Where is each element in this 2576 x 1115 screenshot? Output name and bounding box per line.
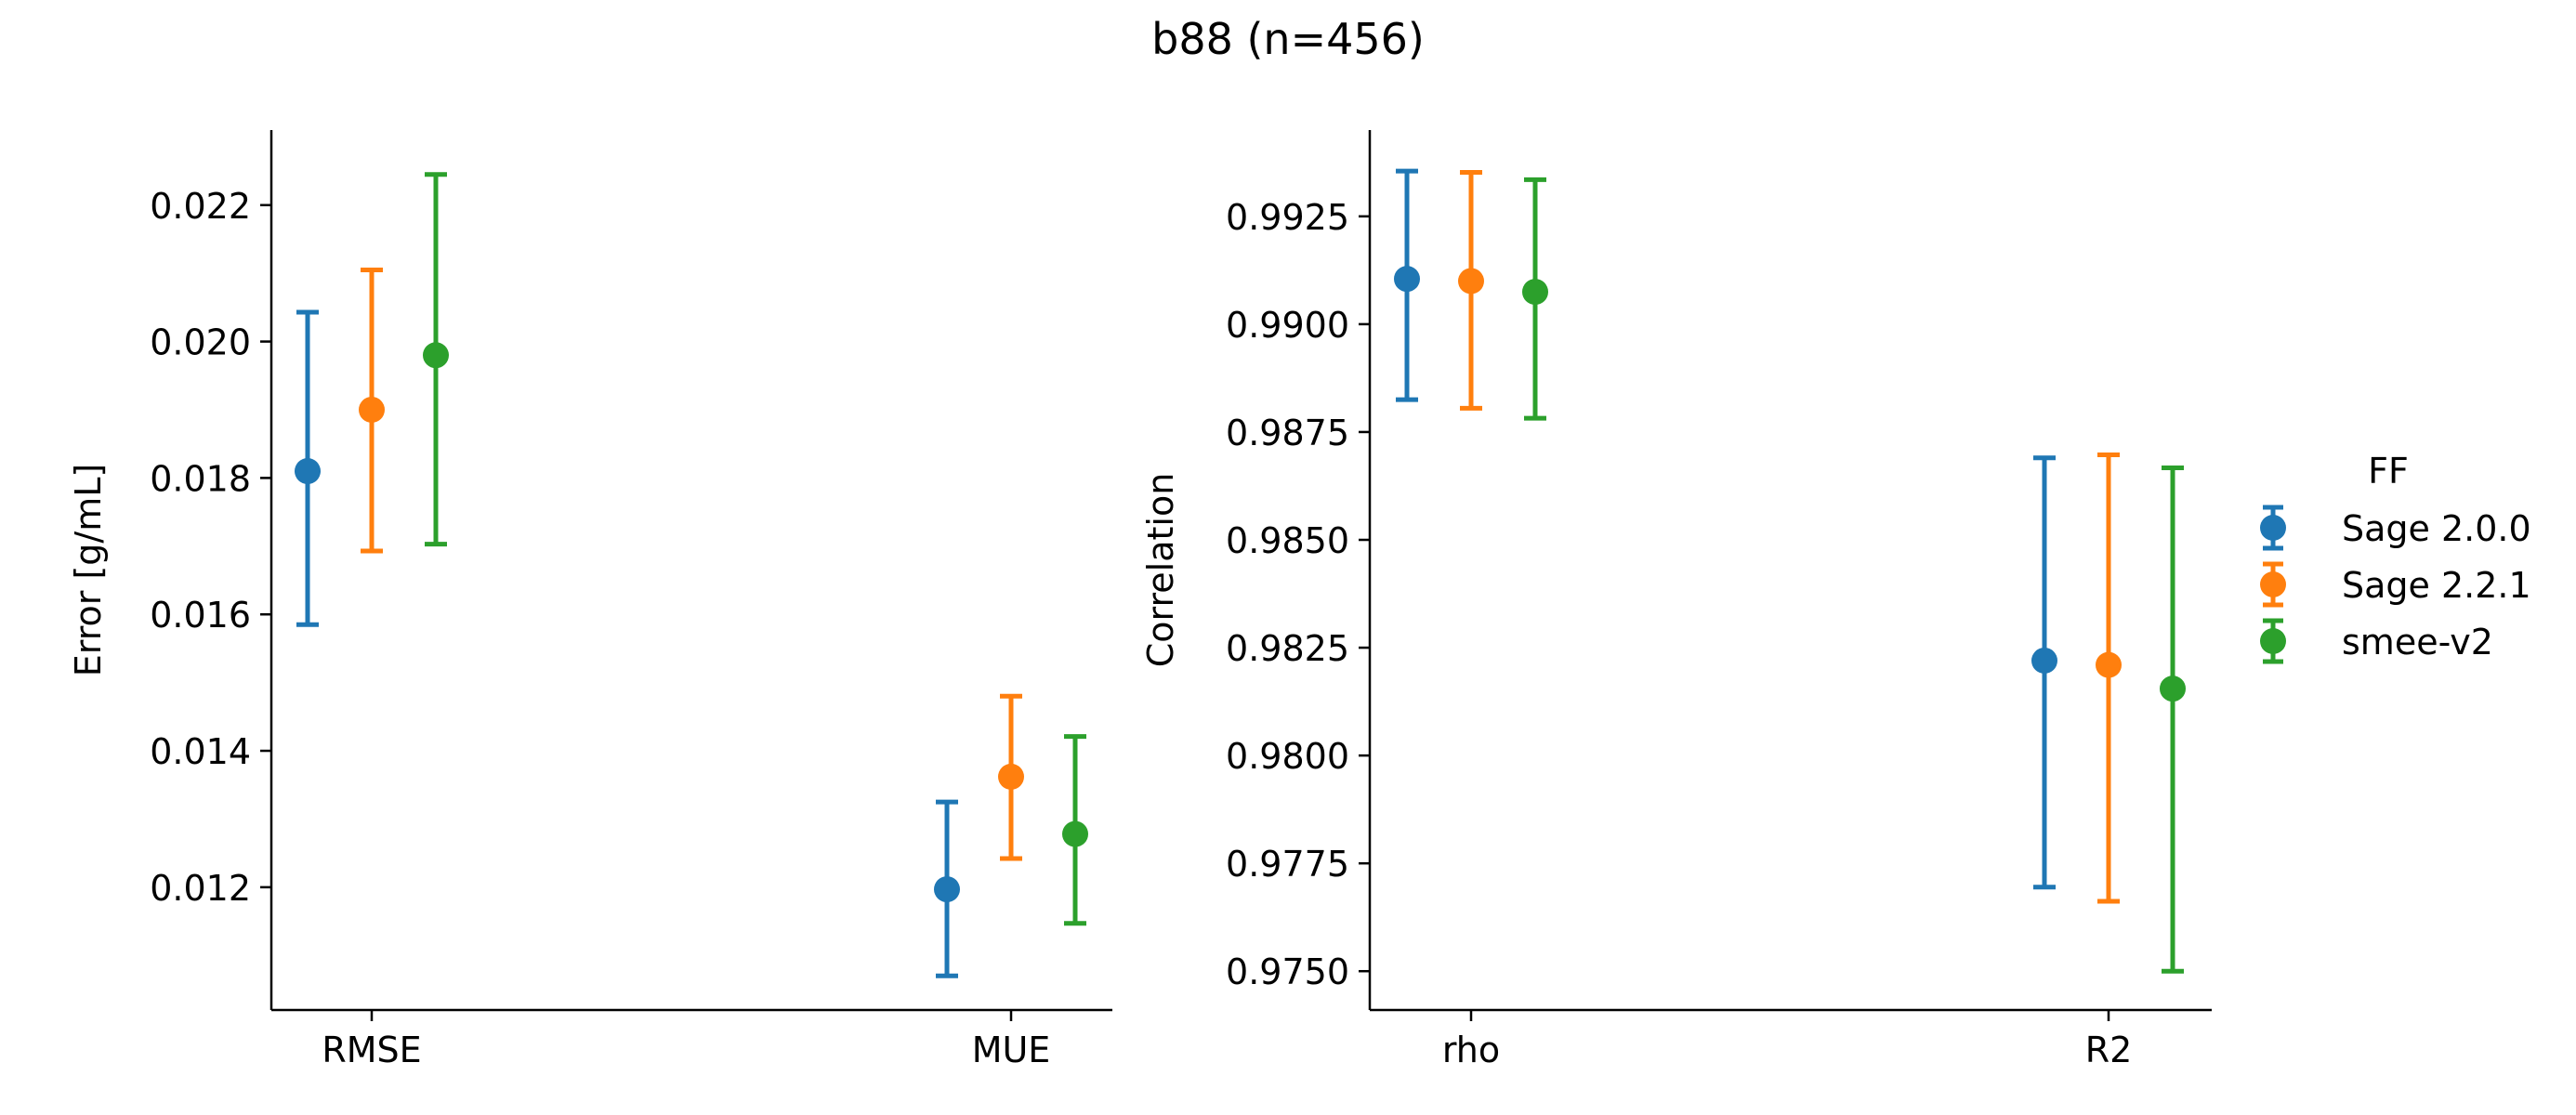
x-tick-label-mue: MUE — [972, 1030, 1051, 1070]
x-tick-label-r2: R2 — [2085, 1030, 2133, 1070]
y-tick-label: 0.016 — [150, 595, 251, 636]
legend: FF Sage 2.0.0 Sage 2.2.1 smee-v2 — [2260, 451, 2531, 664]
y-tick-label: 0.018 — [150, 458, 251, 499]
legend-label-sage-2-2-1: Sage 2.2.1 — [2342, 565, 2531, 606]
legend-marker-smee-v2 — [2260, 628, 2286, 654]
legend-label-smee-v2: smee-v2 — [2342, 622, 2493, 662]
y-tick-label: 0.9775 — [1226, 844, 1349, 885]
correlation-panel: 0.9750 0.9775 0.9800 0.9825 0.9850 0.9875 0.99… — [1140, 130, 2212, 1070]
legend-marker-sage-2-0-0 — [2260, 515, 2286, 541]
y-tick-label: 0.014 — [150, 731, 251, 772]
point-sage-2-2-1-rmse — [359, 396, 385, 423]
point-sage-2-0-0-mue — [934, 876, 960, 903]
point-smee-v2-mue — [1062, 820, 1088, 847]
legend-label-sage-2-0-0: Sage 2.0.0 — [2342, 508, 2531, 549]
y-axis-label: Correlation — [1140, 473, 1181, 668]
y-tick-label: 0.9825 — [1226, 628, 1349, 669]
y-tick-label: 0.9800 — [1226, 736, 1349, 777]
x-tick-label-rmse: RMSE — [322, 1030, 421, 1070]
y-axis-label: Error [g/mL] — [68, 464, 109, 676]
legend-marker-sage-2-2-1 — [2260, 571, 2286, 597]
y-tick-label: 0.020 — [150, 322, 251, 363]
x-tick-label-rho: rho — [1442, 1030, 1500, 1070]
point-sage-2-0-0-rmse — [295, 458, 321, 485]
point-sage-2-2-1-mue — [998, 763, 1024, 790]
legend-title: FF — [2368, 451, 2409, 492]
error-panel: 0.012 0.014 0.016 0.018 0.020 0.022 RMSE MUE Err… — [68, 130, 1112, 1070]
y-tick-label: 0.012 — [150, 868, 251, 909]
y-tick-label: 0.9900 — [1226, 305, 1349, 346]
point-smee-v2-rmse — [423, 342, 449, 369]
point-smee-v2-r2 — [2160, 676, 2186, 702]
point-smee-v2-rho — [1522, 279, 1548, 306]
point-sage-2-0-0-rho — [1394, 266, 1420, 293]
y-tick-label: 0.9850 — [1226, 520, 1349, 561]
y-tick-label: 0.9925 — [1226, 197, 1349, 238]
y-tick-label: 0.9750 — [1226, 951, 1349, 992]
point-sage-2-0-0-r2 — [2031, 647, 2057, 674]
point-sage-2-2-1-rho — [1458, 268, 1484, 295]
y-tick-label: 0.9875 — [1226, 413, 1349, 453]
figure-title: b88 (n=456) — [1151, 14, 1425, 64]
y-tick-label: 0.022 — [150, 186, 251, 227]
point-sage-2-2-1-r2 — [2096, 651, 2122, 678]
